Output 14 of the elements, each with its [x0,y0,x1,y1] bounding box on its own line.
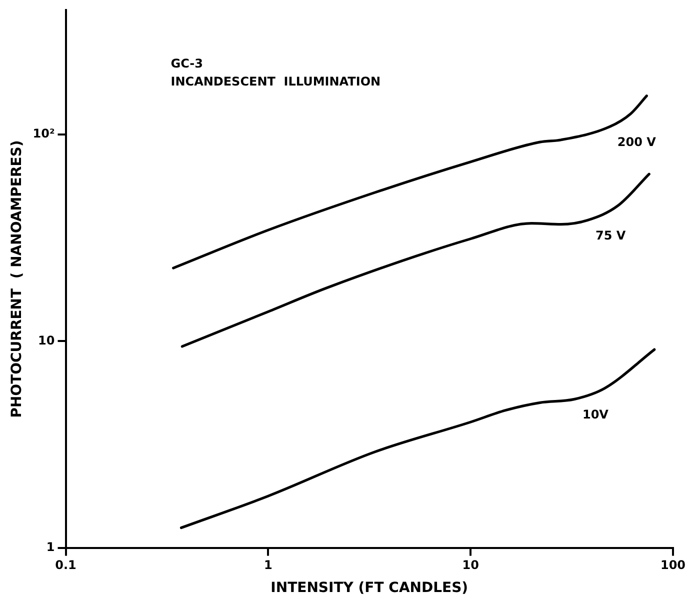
y-tick-label: 10² [32,126,55,141]
x-tick-label: 10 [462,558,479,572]
x-tick-label: 1 [264,558,272,572]
x-tick-label: 100 [660,558,686,572]
annotation: GC-3 [170,56,204,70]
x-tick-label: 0.1 [55,558,76,572]
x-axis-title: INTENSITY (FT CANDLES) [270,580,468,596]
annotation: INCANDESCENT ILLUMINATION [170,74,381,88]
y-tick-label: 1 [46,540,55,554]
y-tick-label: 10 [38,333,55,348]
series-label: 200 V [617,134,657,149]
series-label: 75 V [595,228,626,242]
series-label: 10V [582,407,610,422]
y-axis-title: PHOTOCURRENT ( NANOAMPERES) [9,140,26,418]
